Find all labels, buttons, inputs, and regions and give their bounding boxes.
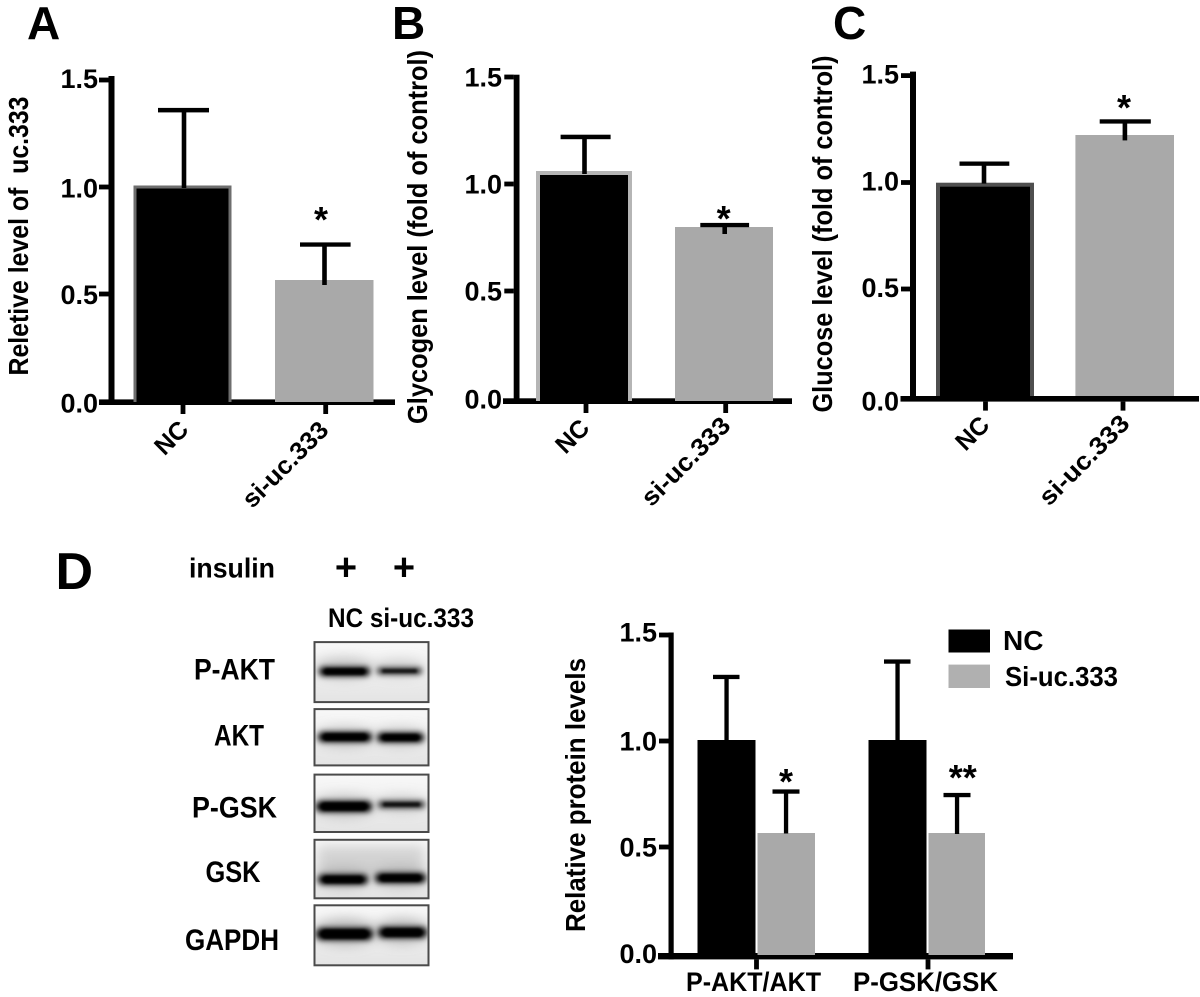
svg-text:*: *: [779, 761, 793, 802]
svg-text:AKT: AKT: [214, 720, 264, 753]
svg-text:si-uc.333: si-uc.333: [636, 411, 736, 511]
svg-text:1.0: 1.0: [60, 174, 98, 204]
svg-text:insulin: insulin: [189, 553, 275, 584]
svg-text:Si-uc.333: Si-uc.333: [1005, 661, 1118, 692]
svg-text:0.5: 0.5: [60, 280, 98, 310]
svg-text:NC: NC: [550, 414, 595, 459]
svg-text:1.0: 1.0: [464, 170, 502, 200]
svg-text:1.5: 1.5: [861, 60, 899, 90]
svg-text:A: A: [27, 0, 60, 49]
svg-text:*: *: [314, 199, 328, 240]
svg-text:Glucose level (fold of control: Glucose level (fold of control): [807, 56, 838, 413]
svg-text:Glycogen level (fold of contro: Glycogen level (fold of control): [402, 50, 433, 424]
svg-text:Relative protein levels: Relative protein levels: [560, 658, 591, 932]
svg-text:NC: NC: [950, 411, 995, 456]
svg-text:+: +: [335, 547, 357, 589]
svg-text:+: +: [393, 547, 415, 589]
svg-text:1.5: 1.5: [464, 63, 502, 93]
svg-text:1.5: 1.5: [619, 618, 657, 648]
svg-text:D: D: [56, 543, 94, 601]
svg-text:0.5: 0.5: [861, 273, 899, 303]
svg-text:P-AKT/AKT: P-AKT/AKT: [686, 967, 821, 997]
svg-text:GAPDH: GAPDH: [185, 924, 279, 957]
svg-text:B: B: [392, 0, 425, 49]
svg-text:NC: NC: [1003, 625, 1043, 656]
svg-text:P-GSK: P-GSK: [192, 792, 277, 825]
svg-text:P-AKT: P-AKT: [194, 654, 275, 687]
svg-text:1.0: 1.0: [861, 167, 899, 197]
svg-text:0.5: 0.5: [464, 277, 502, 307]
svg-text:P-GSK/GSK: P-GSK/GSK: [853, 967, 998, 997]
svg-text:0.5: 0.5: [619, 833, 657, 863]
svg-text:0.0: 0.0: [60, 389, 98, 419]
svg-text:1.5: 1.5: [60, 64, 98, 94]
svg-text:Reletive level of uc.333: Reletive level of uc.333: [3, 97, 34, 376]
svg-text:1.0: 1.0: [619, 727, 657, 757]
svg-text:si-uc.333: si-uc.333: [237, 416, 335, 514]
svg-text:0.0: 0.0: [464, 385, 502, 415]
svg-text:C: C: [833, 0, 866, 49]
svg-text:si-uc.333: si-uc.333: [1033, 409, 1135, 511]
svg-text:*: *: [717, 198, 731, 239]
svg-text:0.0: 0.0: [861, 387, 899, 417]
svg-text:NC si-uc.333: NC si-uc.333: [328, 603, 474, 633]
svg-text:NC: NC: [149, 415, 194, 460]
svg-text:GSK: GSK: [206, 856, 261, 889]
svg-text:*: *: [1117, 87, 1131, 128]
svg-text:0.0: 0.0: [619, 939, 657, 969]
svg-text:**: **: [949, 757, 977, 798]
